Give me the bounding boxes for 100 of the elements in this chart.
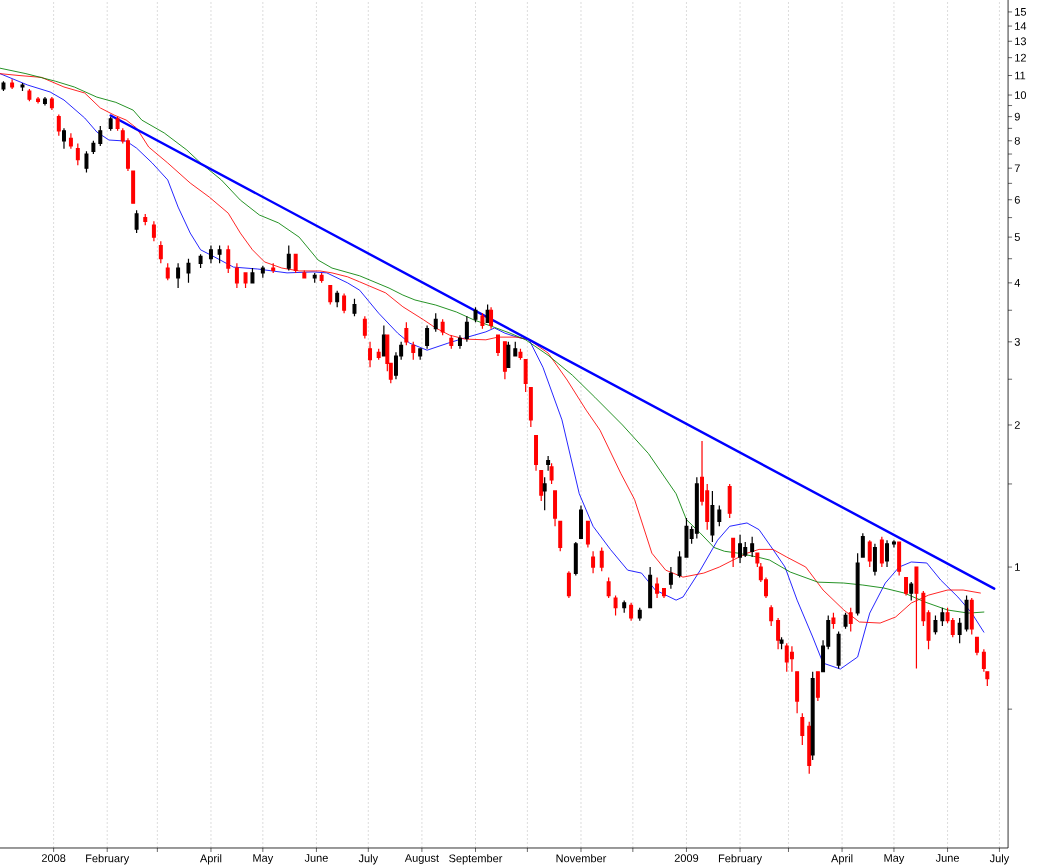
candlestick — [800, 712, 805, 746]
candlestick — [176, 262, 181, 289]
candlestick — [891, 539, 896, 549]
candlestick — [115, 116, 120, 132]
candlestick — [776, 617, 781, 650]
x-tick-label: August — [404, 854, 439, 865]
candlestick — [480, 312, 485, 330]
candlestick — [528, 386, 533, 428]
candlestick — [362, 315, 367, 340]
candlestick — [208, 244, 213, 264]
candlestick — [855, 552, 860, 617]
candlestick — [10, 78, 15, 90]
candlestick — [49, 96, 54, 111]
candlestick — [831, 612, 836, 630]
candlestick — [286, 244, 291, 272]
candlestick — [496, 334, 500, 357]
candlestick — [250, 267, 255, 284]
candlestick — [131, 170, 136, 204]
candlestick — [974, 636, 979, 656]
y-tick-label: 13 — [1015, 37, 1027, 46]
candlestick — [56, 113, 61, 137]
y-tick-label: 6 — [1014, 195, 1020, 204]
y-tick-label: 12 — [1015, 53, 1026, 62]
candlestick — [579, 504, 583, 540]
candlestick — [694, 476, 699, 540]
x-tick-label: 2009 — [674, 854, 699, 862]
candlestick — [539, 470, 544, 502]
candlestick — [404, 321, 409, 346]
x-tick-label: September — [449, 854, 503, 865]
candlestick — [151, 220, 156, 242]
candlestick — [668, 566, 673, 590]
x-tick-label: February — [718, 854, 763, 865]
candlestick — [75, 142, 80, 166]
candlestick — [36, 96, 41, 105]
candlestick — [473, 306, 478, 323]
candlestick — [606, 576, 611, 599]
x-tick-label: February — [86, 854, 130, 865]
candlestick — [165, 262, 170, 281]
candlestick — [717, 504, 722, 527]
candlestick — [933, 614, 938, 636]
candlestick — [302, 269, 307, 279]
candlestick — [518, 348, 523, 361]
y-tick-label: 15 — [1015, 8, 1027, 16]
candlestick — [677, 550, 682, 579]
y-tick-label: 4 — [1014, 279, 1021, 287]
candlestick — [158, 240, 163, 264]
candlestick — [368, 341, 373, 368]
candlestick — [836, 631, 841, 669]
candlestick — [1, 80, 6, 92]
candlestick — [585, 520, 590, 549]
candlestick — [108, 116, 113, 132]
candlestick — [457, 334, 462, 350]
candlestick — [342, 292, 347, 314]
candlestick — [27, 88, 32, 102]
candlestick — [867, 539, 872, 568]
candlestick — [779, 636, 784, 650]
x-tick-label: May — [253, 854, 274, 865]
x-tick-label: July — [358, 854, 379, 865]
candlestick — [904, 576, 909, 597]
candlestick — [843, 612, 848, 630]
candlestick — [98, 125, 103, 147]
candlestick — [629, 602, 634, 622]
candlestick — [506, 341, 511, 368]
candlestick — [198, 253, 203, 269]
candlestick — [731, 537, 736, 568]
candlestick — [523, 359, 528, 393]
candlestick — [599, 546, 604, 572]
candlestick — [20, 82, 25, 92]
y-tick-label: 3 — [1014, 337, 1020, 346]
y-tick-label: 8 — [1014, 136, 1020, 145]
candlestick — [662, 588, 666, 599]
candlestick — [62, 127, 66, 150]
y-tick-label: 2 — [1014, 421, 1020, 429]
candlestick — [769, 604, 774, 627]
candlestick — [738, 534, 743, 564]
candlestick — [553, 490, 558, 527]
y-tick-label: 14 — [1015, 22, 1027, 30]
candlestick — [637, 607, 642, 622]
candlestick — [418, 348, 423, 361]
candlestick — [335, 290, 340, 308]
candlestick — [243, 272, 248, 289]
candlestick — [879, 536, 884, 568]
y-tick-label: 11 — [1015, 71, 1026, 80]
candlestick — [513, 341, 518, 357]
x-tick-label: May — [884, 854, 905, 865]
candlestick — [84, 150, 89, 174]
candlestick — [217, 244, 222, 264]
candlestick — [143, 213, 148, 226]
candlestick — [566, 570, 571, 599]
candlestick — [271, 262, 276, 274]
candlestick — [440, 318, 445, 336]
x-tick-label: July — [989, 854, 1010, 865]
candlestick — [860, 532, 865, 558]
candlestick — [352, 298, 357, 317]
candlestick — [42, 96, 47, 107]
candlestick — [573, 541, 578, 577]
y-tick-label: 5 — [1014, 233, 1020, 241]
candlestick — [134, 209, 139, 234]
candlestick — [909, 581, 914, 601]
x-tick-label: April — [831, 854, 853, 865]
